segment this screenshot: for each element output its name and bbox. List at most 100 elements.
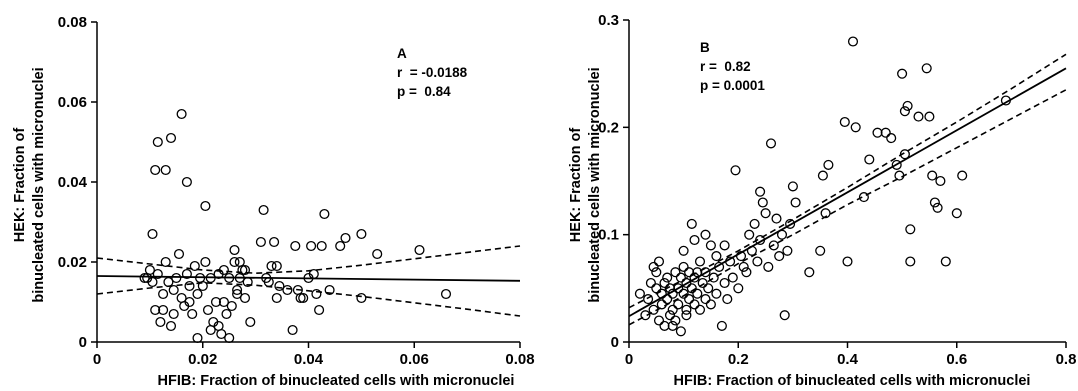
panel-b: 0 0.2 0.4 0.6 0.8 0 0.1 0.2 0.3 B r = 0.82 p = 0… bbox=[568, 12, 1076, 389]
panel-b-data-point bbox=[653, 315, 665, 326]
panel-a-data-point bbox=[200, 200, 211, 212]
panel-b-data-point bbox=[886, 133, 897, 144]
panel-b-data-point bbox=[678, 288, 689, 299]
panel-b-data-point bbox=[823, 159, 834, 170]
panel-a-data-point bbox=[271, 260, 282, 272]
panel-b-data-point bbox=[771, 213, 782, 224]
panel-b-data-point bbox=[905, 256, 916, 267]
panel-b-data-point bbox=[700, 229, 711, 240]
panel-b-points bbox=[634, 36, 1011, 337]
panel-a-data-point bbox=[340, 232, 351, 244]
panel-a-x-tick-label: 0.02 bbox=[188, 351, 217, 368]
panel-b-data-point bbox=[957, 170, 968, 181]
panel-b-data-point bbox=[897, 68, 908, 79]
panel-b-data-point bbox=[678, 261, 689, 272]
panel-b-data-point bbox=[722, 294, 733, 305]
panel-a-data-point bbox=[192, 332, 203, 344]
panel-a-x-tick-label: 0.08 bbox=[505, 351, 534, 368]
panel-b-data-point bbox=[924, 111, 935, 122]
panel-b-data-point bbox=[643, 294, 654, 305]
panel-a-y-axis-title-line-2: binucleated cells with micronuclei bbox=[31, 67, 47, 302]
panel-b-x-axis-title: HFIB: Fraction of binucleated cells with… bbox=[674, 373, 1031, 389]
panel-a-data-point bbox=[155, 316, 166, 328]
panel-a-data-point bbox=[298, 292, 309, 304]
panel-a-data-point bbox=[287, 324, 298, 336]
panel-b-data-point bbox=[659, 277, 670, 289]
panel-b-x-tick-label: 0.2 bbox=[728, 351, 749, 368]
panel-b-p-stat: p = 0.0001 bbox=[700, 78, 765, 93]
panel-b-data-point bbox=[927, 170, 938, 181]
panel-b-data-point bbox=[705, 299, 716, 310]
panel-b-data-point bbox=[716, 320, 727, 331]
panel-b-data-point bbox=[675, 272, 686, 283]
panel-a-data-point bbox=[210, 296, 222, 308]
panel-b-data-point bbox=[703, 283, 714, 294]
panel-a-data-point bbox=[226, 300, 237, 312]
panel-b-data-point bbox=[932, 202, 943, 213]
panel-b-y-tick-label: 0.1 bbox=[598, 227, 619, 244]
panel-b-data-point bbox=[673, 299, 684, 310]
panel-a-data-point bbox=[202, 304, 214, 316]
panel-a-data-point bbox=[142, 272, 153, 284]
panel-b-regression-line bbox=[628, 67, 1067, 318]
panel-b-data-point bbox=[719, 240, 730, 251]
panel-a-data-point bbox=[282, 284, 293, 296]
panel-b-data-point bbox=[741, 267, 752, 278]
panel-b-data-point bbox=[929, 197, 940, 208]
panel-b-data-point bbox=[768, 240, 779, 251]
panel-b-data-point bbox=[842, 256, 853, 267]
panel-a-data-point bbox=[173, 248, 185, 260]
panel-a-regression-line bbox=[96, 275, 521, 282]
panel-a-data-point bbox=[218, 296, 229, 308]
panel-a-x-tick-label: 0.06 bbox=[400, 351, 429, 368]
panel-a-data-point bbox=[335, 240, 346, 252]
panel-b-data-point bbox=[727, 272, 738, 283]
panel-a-data-point bbox=[192, 288, 203, 300]
panel-a-label: A bbox=[397, 46, 407, 61]
panel-a-r-stat: r = -0.0188 bbox=[397, 65, 468, 80]
panel-a-data-point bbox=[165, 132, 177, 144]
panel-b-data-point bbox=[850, 122, 861, 133]
panel-b-data-point bbox=[689, 299, 700, 310]
panel-b-axes: 0 0.2 0.4 0.6 0.8 0 0.1 0.2 0.3 bbox=[598, 12, 1076, 368]
panel-a-x-axis-title: HFIB: Fraction of binucleated cells with… bbox=[158, 373, 515, 389]
panel-a-data-point bbox=[356, 292, 367, 304]
panel-b-data-point bbox=[694, 256, 706, 267]
panel-b-x-tick-label: 0.8 bbox=[1056, 351, 1077, 368]
panel-b-data-point bbox=[763, 261, 774, 272]
panel-a-x-tick-label: 0 bbox=[93, 351, 101, 368]
panel-b-data-point bbox=[700, 294, 711, 305]
panel-b-data-point bbox=[782, 245, 793, 256]
panel-b-data-point bbox=[880, 127, 891, 138]
panel-b-upper-confidence-band bbox=[628, 53, 1067, 309]
panel-a-data-point bbox=[218, 264, 229, 276]
panel-b-data-point bbox=[787, 181, 798, 192]
panel-a-data-point bbox=[158, 288, 169, 300]
panel-a-data-point bbox=[184, 280, 195, 292]
panel-a-data-point bbox=[168, 284, 179, 296]
panel-a-data-point bbox=[171, 272, 182, 284]
panel-a-data-point bbox=[150, 304, 161, 316]
panel-b-data-point bbox=[774, 251, 785, 262]
panel-b-data-point bbox=[738, 261, 749, 272]
panel-b-data-point bbox=[905, 224, 916, 235]
panel-b-data-point bbox=[670, 267, 681, 278]
panel-b-data-point bbox=[664, 310, 676, 321]
panel-b-x-tick-label: 0.4 bbox=[837, 351, 859, 368]
panel-b-data-point bbox=[790, 197, 801, 208]
panel-b-data-point bbox=[705, 240, 716, 251]
panel-a-y-tick-label: 0.08 bbox=[58, 14, 87, 31]
panel-a-p-stat: p = 0.84 bbox=[397, 84, 451, 99]
panel-b-data-point bbox=[692, 288, 703, 299]
panel-a-data-point bbox=[165, 320, 177, 332]
panel-b-data-point bbox=[902, 100, 913, 111]
panel-a-data-point bbox=[239, 292, 251, 304]
panel-a-data-point bbox=[271, 292, 282, 304]
panel-a: 0 0.02 0.04 0.06 0.08 0 0.02 0.04 0.06 0.08 A r =… bbox=[12, 14, 535, 389]
panel-a-data-point bbox=[139, 272, 150, 284]
panel-a-data-point bbox=[232, 288, 243, 300]
panel-b-data-point bbox=[684, 294, 695, 305]
panel-b-data-point bbox=[804, 267, 815, 278]
panel-b-x-tick-label: 0 bbox=[625, 351, 633, 368]
